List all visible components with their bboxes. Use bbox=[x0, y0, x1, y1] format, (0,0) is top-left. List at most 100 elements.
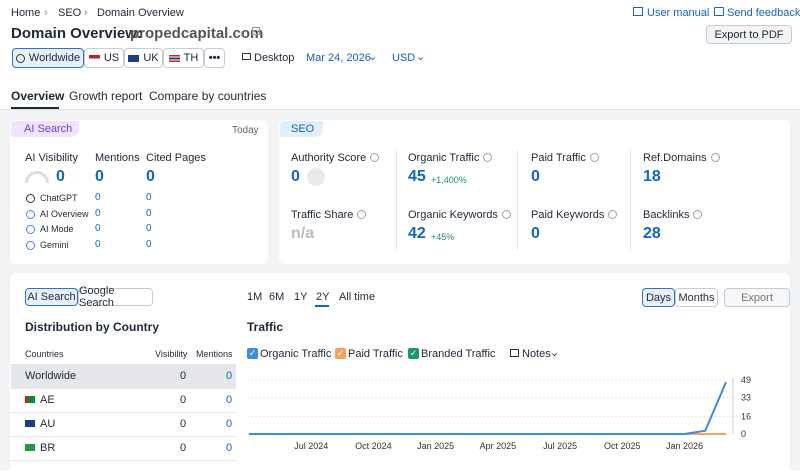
info-icon[interactable] bbox=[370, 153, 380, 162]
metric-value: 0 bbox=[146, 168, 155, 185]
legend-checkbox[interactable]: ✓ bbox=[247, 348, 258, 359]
metric-label: Mentions bbox=[95, 152, 140, 164]
chevron: ⌄ bbox=[368, 51, 378, 63]
column-header: Mentions bbox=[196, 349, 233, 359]
period-tab[interactable]: 1M bbox=[247, 291, 263, 303]
legend-checkbox[interactable]: ✓ bbox=[408, 348, 419, 359]
row-divider bbox=[11, 436, 236, 437]
visibility-value: 0 bbox=[180, 394, 187, 406]
info-icon[interactable] bbox=[710, 153, 720, 162]
ai-search-badge: AI Search bbox=[24, 123, 73, 135]
platform-mentions: 0 bbox=[95, 223, 101, 234]
button-label: Days bbox=[645, 291, 672, 304]
country-name: AU bbox=[40, 418, 56, 430]
chevron: ⌄ bbox=[416, 51, 426, 63]
notes-dropdown[interactable]: Notes bbox=[522, 348, 551, 360]
info-icon[interactable] bbox=[501, 210, 511, 219]
view-button[interactable]: Months bbox=[675, 288, 718, 307]
period-tab[interactable]: 1Y bbox=[294, 291, 308, 303]
platform-mentions: 0 bbox=[95, 238, 101, 250]
legend-checkbox[interactable]: ✓ bbox=[335, 348, 346, 359]
period-tab[interactable]: All time bbox=[339, 291, 376, 303]
metric-value: 45 bbox=[408, 168, 426, 185]
legend-label: Organic Traffic bbox=[260, 348, 332, 360]
more-button[interactable]: ••• bbox=[204, 48, 225, 68]
platform-mentions: 0 bbox=[95, 207, 101, 219]
tab[interactable]: Compare by countries bbox=[149, 89, 267, 103]
chevron: ⌄ bbox=[550, 347, 560, 359]
metric-label: Backlinks bbox=[643, 208, 703, 222]
breadcrumb-current: Domain Overview bbox=[97, 7, 184, 19]
region-button[interactable]: Worldwide bbox=[12, 48, 84, 68]
button-label: Google Search bbox=[79, 285, 115, 309]
visibility-value: 0 bbox=[180, 370, 187, 382]
desktop-icon bbox=[242, 53, 251, 60]
domain-name: propedcapital.com bbox=[130, 25, 264, 42]
info-icon[interactable] bbox=[589, 153, 599, 162]
button-label: Worldwide bbox=[28, 52, 81, 64]
mentions-value: 0 bbox=[226, 442, 233, 454]
gauge-icon bbox=[25, 171, 49, 183]
metric-value: 0 bbox=[95, 168, 104, 185]
view-button[interactable]: Days bbox=[642, 288, 675, 307]
platform-cited: 0 bbox=[146, 238, 152, 250]
metric-value: 42 bbox=[408, 225, 426, 242]
metric-value: 0 bbox=[531, 168, 540, 185]
book-icon bbox=[633, 7, 643, 16]
metric-label: Authority Score bbox=[291, 151, 380, 165]
visibility-value: 0 bbox=[180, 418, 187, 430]
divider bbox=[396, 150, 397, 250]
platform-mentions: 0 bbox=[95, 192, 101, 203]
period-tab[interactable]: 6M bbox=[269, 291, 285, 303]
row-highlight bbox=[11, 364, 236, 388]
platform-name: AI Overview bbox=[40, 208, 89, 219]
info-icon[interactable] bbox=[693, 210, 703, 219]
metric-label: Ref.Domains bbox=[643, 151, 720, 165]
section-title: Distribution by Country bbox=[25, 320, 159, 334]
toggle-button[interactable]: Google Search bbox=[78, 285, 153, 309]
badge-background bbox=[11, 121, 79, 137]
date-selector[interactable]: Mar 24, 2026 bbox=[306, 52, 371, 64]
info-icon[interactable] bbox=[483, 153, 493, 162]
region-button[interactable]: TH bbox=[163, 48, 204, 68]
row-divider bbox=[11, 388, 236, 389]
flag-icon bbox=[88, 54, 100, 62]
tab-active[interactable]: Overview bbox=[11, 89, 65, 103]
metric-label: Organic Keywords bbox=[408, 208, 511, 222]
row-divider bbox=[11, 412, 236, 413]
currency-selector[interactable]: USD bbox=[392, 52, 416, 64]
metric-value: n/a bbox=[291, 225, 315, 242]
export-button[interactable]: Export bbox=[724, 288, 790, 307]
breadcrumb-link[interactable]: Home bbox=[11, 7, 41, 19]
button-label: Export to PDF bbox=[714, 28, 784, 41]
toggle-button[interactable]: AI Search bbox=[25, 288, 78, 306]
feedback-icon bbox=[714, 7, 724, 16]
metric-change: +1,400% bbox=[431, 175, 467, 185]
device-selector[interactable]: Desktop bbox=[254, 52, 295, 64]
button-label: Export bbox=[741, 291, 773, 304]
tab[interactable]: Growth report bbox=[69, 89, 143, 103]
metric-change: +45% bbox=[431, 232, 455, 242]
breadcrumb-link[interactable]: SEO bbox=[58, 7, 82, 19]
info-icon[interactable] bbox=[357, 210, 367, 219]
seo-badge: SEO bbox=[291, 123, 315, 135]
platform-cited: 0 bbox=[146, 207, 152, 219]
period-tab-active[interactable]: 2Y bbox=[316, 291, 330, 303]
legend-label: Branded Traffic bbox=[421, 348, 496, 360]
metric-label: Paid Traffic bbox=[531, 151, 599, 165]
flag-icon bbox=[25, 396, 35, 403]
ai-search-card bbox=[10, 120, 268, 264]
metric-label: AI Visibility bbox=[25, 152, 78, 164]
user-manual-link[interactable]: User manual bbox=[647, 7, 710, 19]
region-button[interactable]: UK bbox=[124, 48, 163, 68]
separator: › bbox=[44, 7, 48, 19]
flag-icon bbox=[25, 420, 35, 427]
export-pdf-button[interactable]: Export to PDF bbox=[706, 25, 792, 44]
region-button[interactable]: US bbox=[84, 48, 124, 68]
metric-label: Paid Keywords bbox=[531, 208, 618, 222]
external-link-icon[interactable] bbox=[252, 27, 260, 35]
button-label: Months bbox=[678, 291, 715, 304]
send-feedback-link[interactable]: Send feedback bbox=[727, 7, 800, 19]
platform-icon bbox=[26, 194, 35, 203]
info-icon[interactable] bbox=[608, 210, 618, 219]
